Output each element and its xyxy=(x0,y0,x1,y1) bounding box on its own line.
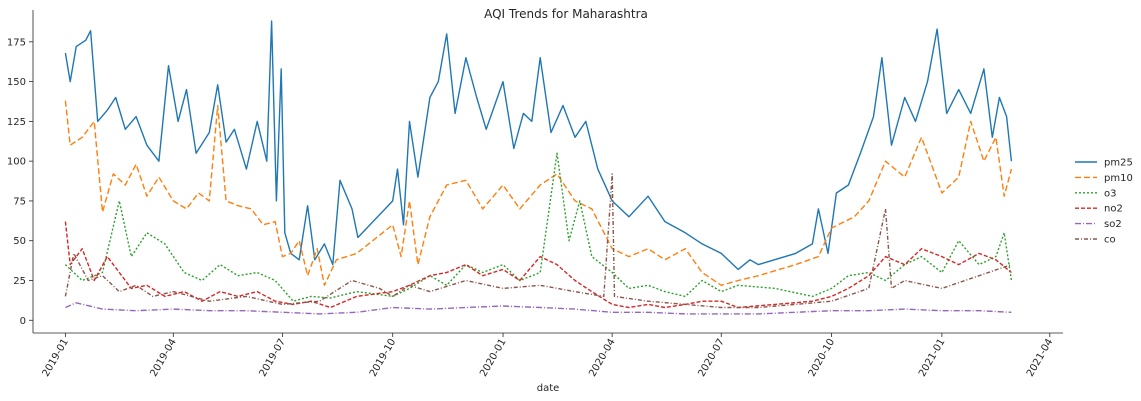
legend-label-co: co xyxy=(1104,235,1116,246)
x-tick-label: 2019-04 xyxy=(148,337,178,379)
x-tick-label: 2019-07 xyxy=(258,337,288,379)
y-tick-label: 50 xyxy=(13,236,26,247)
series-line-pm25 xyxy=(64,20,1013,271)
series-line-so2 xyxy=(65,302,1012,315)
series-line-pm10 xyxy=(64,100,1013,286)
x-tick-label: 2019-01 xyxy=(41,337,71,379)
x-tick-label: 2020-04 xyxy=(587,337,617,379)
x-tick-label: 2019-10 xyxy=(368,337,398,379)
chart-title: AQI Trends for Maharashtra xyxy=(484,7,648,21)
x-tick-label: 2020-10 xyxy=(807,337,837,379)
series-line-o3 xyxy=(64,152,1013,302)
y-tick-label: 100 xyxy=(7,157,26,168)
y-tick-label: 150 xyxy=(7,77,26,88)
y-tick-label: 175 xyxy=(7,37,26,48)
x-tick-label: 2020-01 xyxy=(478,337,508,379)
x-tick-label: 2020-07 xyxy=(696,337,726,379)
legend-label-pm25: pm25 xyxy=(1104,158,1133,169)
x-axis-label: date xyxy=(537,383,560,394)
legend-label-pm10: pm10 xyxy=(1104,173,1133,184)
legend-label-o3: o3 xyxy=(1104,188,1116,199)
plot-area xyxy=(64,20,1013,315)
x-tick-label: 2021-04 xyxy=(1025,337,1055,379)
y-axis: 0 25 50 75 100 125 150 175 xyxy=(7,10,34,333)
legend-label-no2: no2 xyxy=(1104,204,1123,215)
x-tick-label: 2021-01 xyxy=(917,337,947,379)
y-tick-label: 0 xyxy=(20,316,26,327)
y-tick-label: 25 xyxy=(13,276,26,287)
legend-label-so2: so2 xyxy=(1104,219,1122,230)
legend: pm25 pm10 o3 no2 so2 co xyxy=(1075,158,1133,246)
series-line-no2 xyxy=(64,221,1012,309)
y-tick-label: 75 xyxy=(13,196,26,207)
y-tick-label: 125 xyxy=(7,117,26,128)
series-line-co xyxy=(64,173,1012,309)
x-axis: 2019-01 2019-04 2019-07 2019-10 2020-01 2020-… xyxy=(33,332,1063,379)
